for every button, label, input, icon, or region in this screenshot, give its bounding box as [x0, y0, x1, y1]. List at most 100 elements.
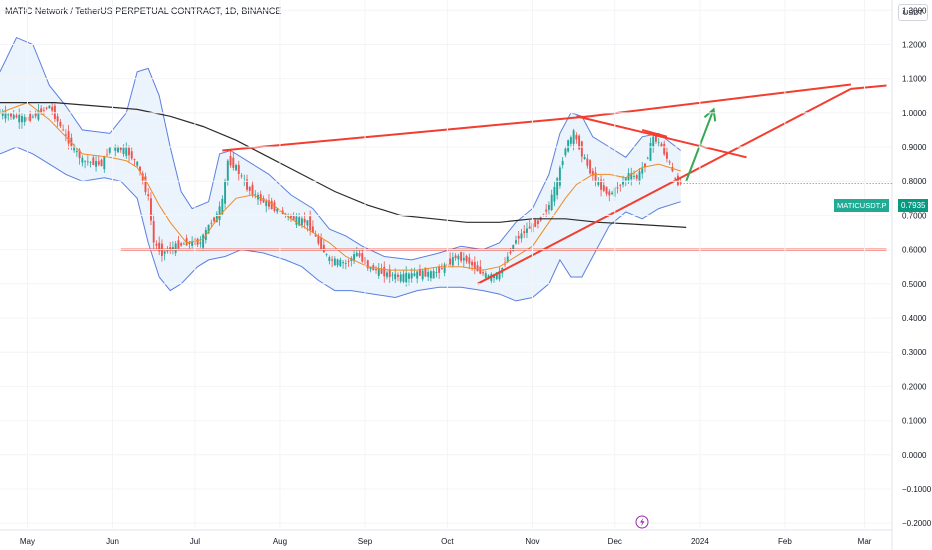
- candle-body: [163, 251, 166, 254]
- trend-line[interactable]: [576, 115, 747, 159]
- candle-body: [440, 268, 443, 270]
- candle-body: [641, 168, 644, 174]
- candle-body: [498, 271, 501, 280]
- candle-body: [210, 222, 213, 224]
- trend-line[interactable]: [477, 88, 852, 285]
- x-tick-label: Nov: [525, 537, 539, 546]
- candle-body: [550, 194, 553, 211]
- candle-body: [619, 184, 622, 186]
- candle-body: [633, 176, 635, 177]
- candle-body: [119, 147, 122, 151]
- candle-body: [202, 234, 205, 248]
- candle-body: [407, 273, 410, 279]
- candle-body: [624, 178, 627, 181]
- candle-body: [495, 272, 498, 280]
- candle-body: [517, 235, 520, 239]
- band-fill: [0, 37, 681, 301]
- candle-body: [158, 242, 161, 252]
- y-tick-label: 1.0000: [902, 109, 927, 118]
- candle-body: [15, 115, 18, 118]
- candle-body: [336, 259, 339, 266]
- candle-body: [432, 271, 435, 279]
- time-axis[interactable]: May Jun Jul Aug Sep Oct Nov Dec 2024 Feb Mar: [20, 0, 872, 546]
- candle-body: [358, 253, 361, 257]
- candle-body: [484, 273, 487, 278]
- candle-body: [7, 114, 10, 116]
- indicator-lines: [0, 101, 687, 271]
- candle-body: [638, 171, 641, 182]
- candle-body: [561, 160, 564, 166]
- candle-body: [388, 269, 391, 278]
- arrow-head[interactable]: [703, 107, 717, 122]
- candle-body: [303, 218, 306, 223]
- candle-body: [649, 142, 652, 161]
- candle-body: [671, 167, 674, 172]
- candle-body: [622, 181, 624, 185]
- candle-body: [586, 158, 589, 166]
- trend-line[interactable]: [222, 115, 591, 152]
- candle-body: [342, 262, 345, 264]
- x-tick-label: Jun: [106, 537, 119, 546]
- candle-body: [418, 269, 421, 276]
- candle-body: [114, 146, 117, 151]
- candle-body: [20, 116, 23, 123]
- candle-body: [616, 187, 619, 189]
- candle-body: [506, 256, 509, 263]
- candle-body: [361, 253, 364, 262]
- candle-body: [424, 267, 427, 277]
- candle-body: [48, 105, 51, 109]
- candle-body: [679, 182, 682, 184]
- chart-title: MATIC Network / TetherUS PERPETUAL CONTR…: [5, 6, 282, 16]
- trend-line[interactable]: [641, 128, 668, 138]
- candle-body: [328, 257, 331, 261]
- candle-body: [652, 136, 655, 147]
- candle-body: [196, 238, 199, 245]
- candle-body: [515, 240, 517, 244]
- candle-body: [141, 173, 144, 181]
- candle-body: [226, 160, 229, 182]
- candle-body: [86, 161, 89, 163]
- candle-body: [177, 240, 180, 249]
- candle-body: [92, 157, 95, 166]
- x-tick-label: Aug: [273, 537, 287, 546]
- long-ma-line: [0, 101, 687, 228]
- candle-body: [188, 242, 191, 245]
- y-tick-label: 0.9000: [902, 143, 927, 152]
- candle-body: [572, 130, 575, 144]
- candle-body: [125, 147, 128, 156]
- candle-body: [246, 179, 248, 190]
- candle-body: [375, 269, 377, 271]
- bollinger-band: [0, 36, 682, 302]
- sma-line: [0, 102, 681, 271]
- candle-body: [416, 271, 419, 279]
- candle-body: [295, 216, 298, 225]
- candle-body: [262, 198, 265, 203]
- candle-body: [547, 204, 550, 210]
- candle-body: [611, 192, 614, 195]
- candle-body: [333, 258, 336, 266]
- x-tick-label: May: [20, 537, 35, 546]
- lightning-icon[interactable]: [635, 515, 649, 529]
- candle-body: [405, 272, 408, 283]
- candle-body: [155, 243, 158, 246]
- candle-body: [314, 234, 317, 237]
- candle-body: [605, 186, 608, 194]
- currency-unit-button[interactable]: USDT: [898, 4, 928, 21]
- y-tick-label: 0.6000: [902, 246, 927, 255]
- candle-body: [59, 121, 62, 127]
- candle-body: [97, 161, 100, 165]
- candle-body: [660, 143, 663, 147]
- price-axis[interactable]: 1.3000 1.2000 1.1000 1.0000 0.9000 0.8000 0.70…: [0, 6, 932, 528]
- candle-body: [276, 208, 279, 212]
- candle-body: [84, 160, 87, 162]
- x-tick-label: Jul: [190, 537, 200, 546]
- x-tick-label: Mar: [858, 537, 872, 546]
- trend-line[interactable]: [850, 84, 887, 90]
- trend-line[interactable]: [589, 83, 851, 118]
- y-tick-label: −0.2000: [902, 519, 932, 528]
- candle-body: [567, 140, 570, 152]
- candle-body: [608, 191, 611, 196]
- y-tick-label: 1.2000: [902, 40, 927, 49]
- candle-body: [526, 228, 528, 233]
